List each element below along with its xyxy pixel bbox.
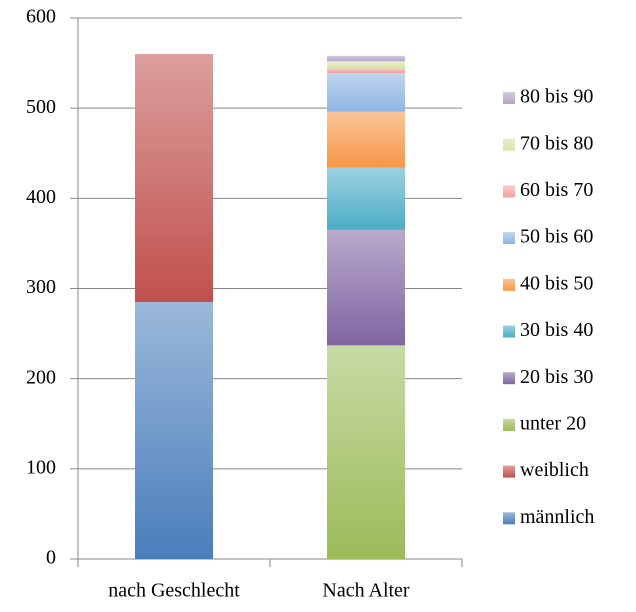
bar-segment [327,229,405,346]
legend-swatch [503,325,515,338]
bar-segment [135,54,213,303]
bar-segment [327,345,405,559]
y-tick-label: 500 [26,96,56,118]
bar-segment [327,167,405,230]
legend-label: 80 bis 90 [520,86,593,108]
y-tick-label: 600 [26,6,56,28]
legend-label: 50 bis 60 [520,226,593,248]
x-tick-label: nach Geschlecht [108,580,240,602]
legend-label: 20 bis 30 [520,366,593,388]
legend-swatch [503,92,515,104]
y-tick-label: 200 [26,366,56,388]
legend-swatch [503,465,515,478]
bar-segment [327,61,405,69]
y-tick-label: 100 [26,456,56,478]
legend-swatch [503,418,515,431]
y-tick-label: 300 [26,276,56,298]
legend-label: unter 20 [520,412,586,434]
legend-swatch [503,138,515,151]
bar-segment [327,73,405,112]
legend-swatch [503,232,515,245]
legend-label: männlich [520,506,594,528]
legend-label: 30 bis 40 [520,319,593,341]
legend-swatch [503,512,515,525]
y-tick-label: 400 [26,186,56,208]
y-tick-label: 0 [46,547,56,569]
legend-label: weiblich [520,459,589,481]
legend-swatch [503,372,515,385]
legend-label: 70 bis 80 [520,132,593,154]
legend-label: 40 bis 50 [520,272,593,294]
legend-label: 60 bis 70 [520,179,593,201]
bar-segment [135,302,213,559]
legend-swatch [503,185,515,198]
x-tick-label: Nach Alter [322,580,410,602]
bar-segment [327,55,405,62]
bar-segment [327,68,405,74]
bar-segment [327,111,405,168]
legend-swatch [503,278,515,291]
